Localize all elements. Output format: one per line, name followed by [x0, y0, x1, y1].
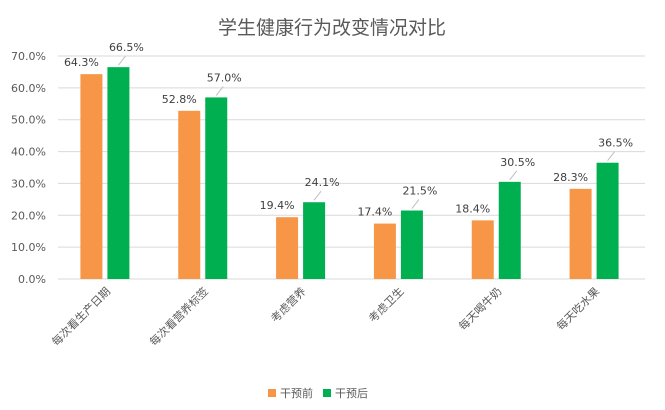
legend-swatch: [268, 389, 276, 397]
bar-after: [107, 67, 130, 280]
data-label: 57.0%: [207, 71, 242, 84]
leader-line: [313, 190, 322, 201]
data-label: 36.5%: [598, 137, 633, 150]
y-tick-label: 30.0%: [11, 177, 46, 190]
y-tick-label: 70.0%: [11, 50, 46, 63]
y-tick-label: 40.0%: [11, 146, 46, 159]
leader-line: [215, 86, 224, 96]
bar-after: [205, 97, 228, 280]
y-tick-label: 0.0%: [18, 273, 46, 286]
data-label: 30.5%: [500, 156, 535, 169]
legend-label: 干预前: [280, 386, 313, 400]
y-tick-label: 10.0%: [11, 241, 46, 254]
data-label: 52.8%: [162, 93, 197, 106]
bar-before: [80, 74, 103, 279]
chart-title: 学生健康行为改变情况对比: [218, 17, 446, 39]
x-tick-label: 每次看生产日期: [49, 284, 113, 348]
x-tick-label: 考虑卫生: [366, 284, 407, 325]
bar-before: [471, 220, 494, 279]
y-tick-label: 20.0%: [11, 209, 46, 222]
x-tick-label: 每天吃水果: [553, 284, 602, 333]
leader-line: [118, 55, 126, 66]
legend-swatch: [323, 389, 331, 397]
data-label: 24.1%: [305, 176, 340, 189]
bar-after: [596, 162, 619, 279]
data-label: 18.4%: [455, 202, 490, 215]
bar-before: [178, 110, 201, 280]
data-label: 17.4%: [357, 206, 392, 219]
legend-label: 干预后: [335, 387, 368, 400]
leader-line: [411, 199, 420, 209]
bar-before: [569, 188, 592, 279]
data-label: 28.3%: [553, 171, 588, 184]
data-label: 64.3%: [64, 56, 99, 69]
x-tick-label: 考虑营养: [268, 284, 309, 325]
bar-after: [498, 181, 521, 279]
data-label: 21.5%: [402, 185, 437, 198]
bar-before: [276, 217, 299, 279]
y-tick-label: 50.0%: [11, 114, 46, 127]
bar-after: [303, 202, 326, 279]
leader-line: [607, 151, 615, 162]
x-tick-label: 每天喝牛奶: [456, 284, 505, 333]
x-tick-label: 每次看营养标签: [147, 284, 211, 348]
data-label: 66.5%: [109, 41, 144, 54]
data-label: 19.4%: [260, 199, 295, 212]
y-tick-label: 60.0%: [11, 82, 46, 95]
bar-before: [373, 223, 396, 279]
bar-after: [400, 210, 423, 279]
leader-line: [509, 170, 518, 181]
